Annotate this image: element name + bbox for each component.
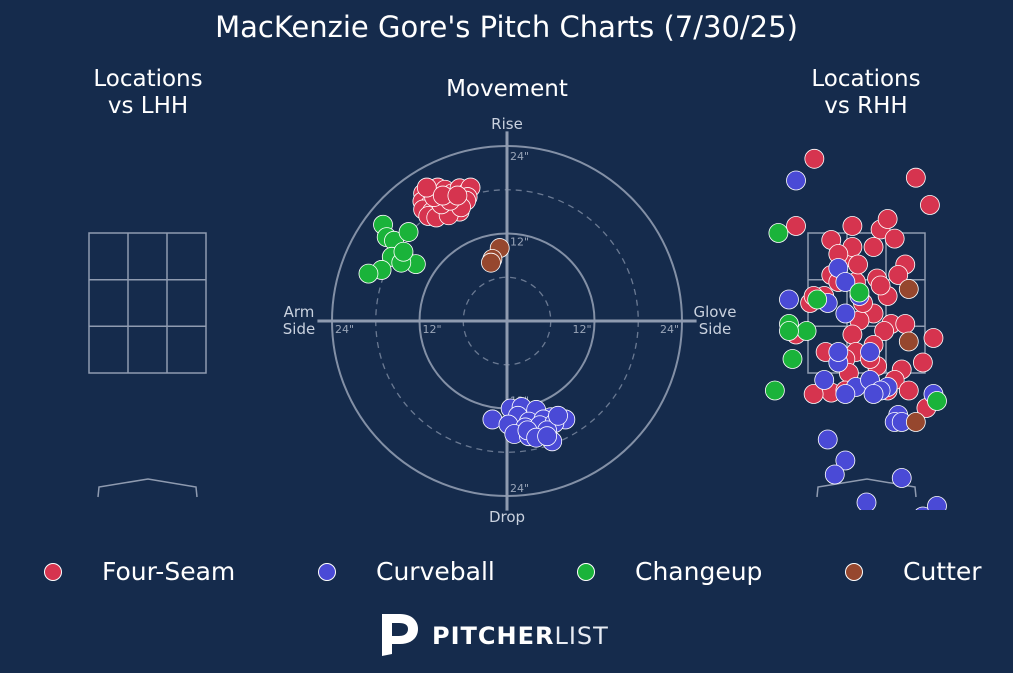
drop-label: Drop xyxy=(489,508,525,526)
movement-point-changeup xyxy=(358,263,379,284)
glove-side-label: Glove Side xyxy=(693,303,736,338)
rhh-location-point-four-seam xyxy=(920,195,940,215)
rhh-location-point-four-seam xyxy=(888,265,909,285)
legend-dot-curveball xyxy=(318,563,336,581)
rhh-location-point-curveball xyxy=(786,170,806,191)
movement-point-changeup xyxy=(393,241,414,262)
rhh-location-point-four-seam xyxy=(884,228,905,249)
rhh-location-point-four-seam xyxy=(848,254,868,275)
movement-point-curveball xyxy=(537,426,558,447)
rhh-location-point-four-seam xyxy=(804,148,825,169)
pitcherlist-p-icon xyxy=(382,614,418,656)
legend: Four-Seam Curveball Changeup Cutter xyxy=(0,552,1013,596)
rhh-location-point-changeup xyxy=(927,391,947,411)
rhh-location-point-curveball xyxy=(814,370,835,390)
rhh-location-point-four-seam xyxy=(905,167,926,188)
logo-bold: PITCHER xyxy=(432,622,555,650)
rhh-home-plate xyxy=(816,478,917,498)
arm-side-label: Arm Side xyxy=(283,303,315,338)
rhh-location-point-curveball xyxy=(835,272,856,292)
logo-wordmark: PITCHERLIST xyxy=(432,622,609,650)
rhh-location-point-curveball xyxy=(824,464,845,485)
rhh-location-point-four-seam xyxy=(874,321,895,341)
movement-point-four-seam xyxy=(447,185,468,206)
rhh-location-point-curveball xyxy=(779,289,799,310)
logo-light: LIST xyxy=(554,622,609,650)
rhh-location-point-four-seam xyxy=(803,384,824,404)
rhh-location-point-cutter xyxy=(898,279,919,299)
rhh-location-point-curveball xyxy=(927,496,947,510)
rhh-location-point-curveball xyxy=(817,429,838,450)
lhh-location-chart xyxy=(88,232,207,498)
rhh-location-point-curveball xyxy=(860,342,880,362)
legend-label: Four-Seam xyxy=(102,557,236,586)
rhh-location-point-changeup xyxy=(764,380,785,401)
rhh-location-point-four-seam xyxy=(898,380,919,401)
rhh-location-point-four-seam xyxy=(923,328,944,348)
rhh-location-point-changeup xyxy=(768,223,789,243)
legend-label: Cutter xyxy=(903,557,982,586)
rhh-location-point-curveball xyxy=(828,342,849,362)
rhh-panel-title: Locations vs RHH xyxy=(811,66,921,119)
rhh-location-point-four-seam xyxy=(895,314,916,334)
movement-point-cutter xyxy=(481,252,501,273)
rhh-location-chart xyxy=(764,148,947,510)
rhh-location-point-changeup xyxy=(796,321,817,341)
rise-label: Rise xyxy=(491,115,523,133)
movement-point-changeup xyxy=(398,222,419,242)
rhh-location-point-four-seam xyxy=(842,216,863,236)
ring-label-left-12: 12" xyxy=(423,323,442,336)
movement-panel-title: Movement xyxy=(446,76,568,102)
legend-dot-cutter xyxy=(845,563,863,581)
rhh-location-point-curveball xyxy=(856,492,877,510)
rhh-location-point-cutter xyxy=(905,412,926,432)
movement-chart: 24"12"12"24"12"24"12"24" Rise Drop ArmSi… xyxy=(283,115,737,526)
ring-label-top-12: 12" xyxy=(510,236,529,249)
rhh-location-point-four-seam xyxy=(912,352,933,373)
pitcherlist-logo: PITCHERLIST xyxy=(378,612,618,658)
rhh-location-point-changeup xyxy=(849,282,870,303)
ring-label-bottom-24: 24" xyxy=(510,482,529,495)
legend-dot-four-seam xyxy=(44,563,62,581)
rhh-location-point-four-seam xyxy=(877,209,898,229)
legend-label: Curveball xyxy=(376,557,495,586)
rhh-location-point-curveball xyxy=(835,384,856,404)
rhh-location-point-changeup xyxy=(782,349,803,369)
rhh-location-point-curveball xyxy=(915,506,931,510)
ring-label-right-12: 12" xyxy=(573,323,592,336)
rhh-location-point-four-seam xyxy=(786,216,806,236)
rhh-location-point-four-seam xyxy=(863,237,884,257)
rhh-location-point-changeup xyxy=(779,321,799,341)
ring-label-right-24: 24" xyxy=(660,323,679,336)
legend-label: Changeup xyxy=(635,557,763,586)
ring-label-top-24: 24" xyxy=(510,150,529,163)
legend-dot-changeup xyxy=(577,563,595,581)
chart-title: MacKenzie Gore's Pitch Charts (7/30/25) xyxy=(215,10,798,44)
movement-point-curveball xyxy=(548,405,568,426)
rhh-location-point-cutter xyxy=(898,331,919,352)
ring-label-left-24: 24" xyxy=(335,323,354,336)
movement-point-four-seam xyxy=(416,177,437,198)
rhh-location-point-curveball xyxy=(891,468,912,488)
rhh-location-point-four-seam xyxy=(842,324,863,345)
lhh-strike-zone xyxy=(88,232,207,374)
rhh-location-point-four-seam xyxy=(870,275,891,296)
rhh-location-point-curveball xyxy=(835,303,856,324)
lhh-panel-title: Locations vs LHH xyxy=(93,66,203,119)
rhh-location-point-changeup xyxy=(807,289,828,310)
rhh-location-point-curveball xyxy=(863,384,884,404)
lhh-home-plate xyxy=(97,478,198,498)
rhh-location-point-curveball xyxy=(835,450,856,471)
